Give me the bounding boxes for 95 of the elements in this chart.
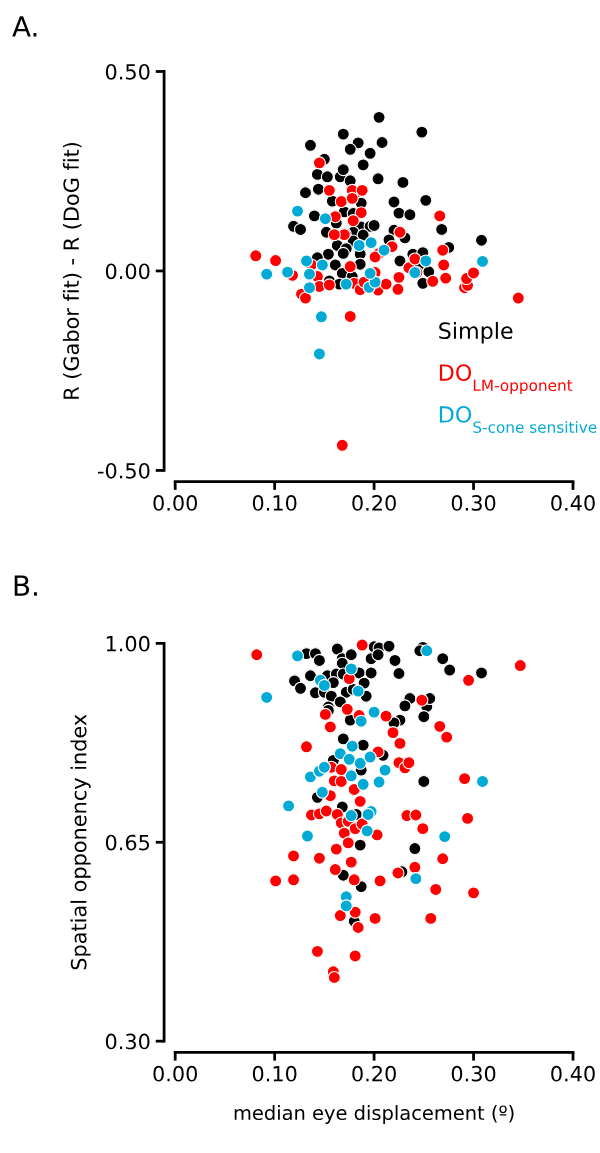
chart-title: B. [14,575,37,596]
point [314,310,328,324]
point [419,254,433,268]
y-tick-label: 1.00 [106,635,150,652]
point [298,291,313,305]
text: DOS-cone sensitive [439,406,597,433]
point [300,829,315,843]
point [334,194,348,209]
point [317,760,331,774]
point [343,309,357,324]
point [342,752,356,766]
point [426,274,440,288]
point [391,282,405,296]
y-tick-label: 0.50 [105,63,150,80]
point [439,271,453,285]
point [511,291,525,305]
point [318,212,332,226]
point [379,277,393,291]
chart-title: A. [12,16,37,37]
point [367,705,381,719]
point [345,191,359,205]
point [356,777,370,791]
point [327,228,341,242]
point [322,183,336,197]
x-tick-label: 0.40 [551,1065,595,1082]
point [360,824,374,838]
point [420,644,434,658]
y-tick-label: -0.50 [98,462,150,479]
x-tick-label: 0.30 [451,495,496,511]
x-tick-label: 0.20 [352,495,396,511]
series-label: Simple [439,321,513,344]
point [315,785,329,799]
point [354,206,368,220]
point [378,763,392,777]
point [317,678,331,692]
x-tick-label: 0.30 [451,1065,496,1082]
point [315,258,329,272]
point [302,281,317,295]
point [344,808,358,823]
point [282,799,296,813]
point [352,238,366,252]
point [353,756,367,770]
y-tick-label: 0.30 [105,1033,150,1050]
y-axis-title: R (Gabor fit) - R (DoG fit) [62,142,82,399]
point [260,690,274,704]
point [302,267,317,281]
point [312,347,326,361]
point [344,662,358,676]
point [355,183,369,197]
point [364,236,378,250]
point [339,277,353,291]
point [290,649,305,663]
point [343,259,357,274]
x-axis-title: median eye displacement (º) [234,1105,514,1124]
point [333,747,347,761]
point [475,774,490,789]
point [335,438,349,452]
point [437,258,451,272]
point [436,243,450,257]
x-tick-label: 0.10 [252,1065,297,1082]
point [339,899,353,913]
point [351,684,365,698]
point [409,872,423,886]
point [312,156,326,170]
point [345,739,359,753]
point [377,243,391,257]
point [392,270,406,284]
x-tick-label: 0.20 [352,1065,396,1082]
x-tick-label: 0.10 [252,495,297,511]
x-tick-label: 0.40 [551,495,595,511]
point [249,249,263,263]
point [393,225,407,239]
x-tick-label: 0.00 [153,495,198,511]
point [260,267,274,281]
point [269,254,283,268]
point [433,209,447,223]
point [363,750,377,764]
point [408,252,422,266]
point [346,214,360,228]
y-tick-label: 0.00 [105,263,150,280]
point [290,204,305,218]
point [372,775,386,789]
y-tick-label: 0.65 [105,834,150,851]
point [344,769,358,783]
point [354,714,368,728]
y-axis-title: Spatial opponency index [70,714,91,970]
point [299,254,314,268]
point [466,266,481,280]
point [281,265,295,279]
point [363,266,377,280]
text: DOLM-opponent [439,364,573,395]
point [475,254,490,268]
point [438,830,452,844]
x-tick-label: 0.00 [153,1065,198,1082]
point [322,278,336,292]
